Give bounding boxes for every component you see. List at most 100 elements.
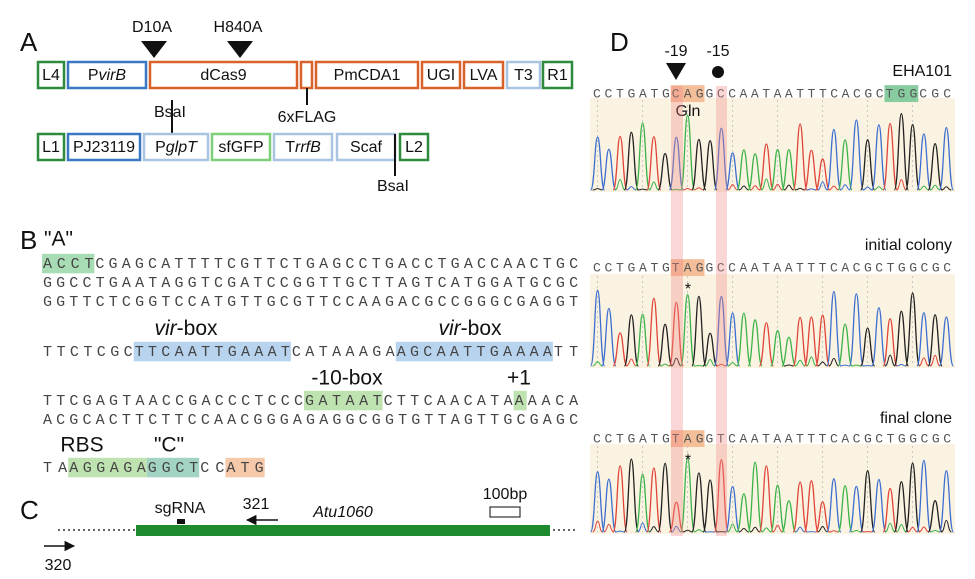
trace-peak: [601, 148, 617, 191]
trace-peak: [918, 185, 929, 191]
trace-peak: [724, 485, 741, 533]
part-box: [210, 132, 272, 162]
trace-peak: [603, 523, 615, 533]
trace-peak: [918, 357, 930, 367]
trace-peak: [671, 525, 682, 533]
rbs-label: RBS: [60, 434, 103, 457]
trace-peak: [747, 461, 763, 533]
trace-peak: [837, 323, 853, 367]
trace-peak: [795, 526, 806, 533]
trace-peak: [693, 187, 704, 191]
sequence: CCTGATG: [593, 260, 670, 275]
trace-peak: [941, 186, 952, 191]
trace-peak: [637, 522, 648, 533]
trace-peak: [592, 361, 603, 367]
trace-peak: [623, 458, 640, 533]
trace-peak: [758, 322, 775, 367]
trace-peak: [792, 123, 808, 191]
trace-title: EHA101: [892, 63, 952, 80]
trace-peak: [646, 136, 662, 191]
label: L4: [42, 67, 60, 84]
label: T3: [514, 67, 533, 84]
oligo-label: "C": [154, 434, 184, 457]
panel-label: A: [20, 27, 38, 57]
sequence: CC: [200, 460, 224, 477]
trace-peak: [626, 186, 637, 191]
seq-highlight: [670, 259, 705, 277]
trace-peak: [803, 316, 820, 367]
mutation-label: H840A: [214, 19, 263, 36]
trace-peak: [660, 363, 671, 367]
mutation-label: D10A: [132, 19, 172, 36]
seq-highlight: [304, 390, 383, 411]
trace-peak: [851, 364, 862, 367]
trace-peak: [612, 332, 628, 367]
trace-peak: [589, 289, 606, 367]
label-part: virB: [99, 67, 127, 84]
label-part: T3: [514, 67, 533, 84]
trace-peak: [657, 323, 673, 367]
trace-peak: [781, 149, 797, 191]
trace-peak: [781, 336, 797, 367]
seq-highlight: [513, 390, 527, 411]
gene-bar: [136, 525, 550, 536]
seq-highlight: [225, 457, 265, 478]
sequence: CATAAAGA: [292, 344, 395, 361]
trace-peak: [871, 307, 887, 367]
label-part: L4: [42, 67, 60, 84]
trace-peak: [727, 184, 738, 191]
trace-peak: [803, 480, 820, 533]
trace-peak: [781, 500, 797, 533]
trace-peak: [904, 292, 921, 367]
trace-peak: [817, 181, 828, 191]
scale-label: 100bp: [483, 486, 528, 503]
trace-peak: [814, 314, 831, 367]
trace-peak: [626, 358, 637, 367]
tag-label: 6xFLAG: [278, 109, 337, 126]
gene-label: Atu1060: [312, 504, 373, 521]
part-box: [272, 132, 334, 162]
label: PmCDA1: [334, 67, 401, 84]
trace-peak: [738, 185, 749, 191]
trace-peak: [826, 478, 842, 533]
trace-peak: [738, 527, 749, 533]
trace-peak: [938, 316, 955, 367]
trace-peak: [884, 354, 896, 367]
label-part: Scaf: [350, 139, 383, 156]
primer-label: 320: [45, 557, 72, 574]
trace-peak: [704, 359, 716, 367]
trace-peak: [871, 124, 887, 191]
trace-peak: [840, 364, 851, 367]
label-part: P: [155, 139, 166, 156]
trace-peak: [727, 523, 738, 533]
label-part: T: [285, 139, 295, 156]
trace-peak: [761, 178, 772, 191]
part-box: [462, 60, 505, 90]
trace-peak: [634, 122, 651, 191]
trace-peak: [736, 149, 752, 191]
trace-peak: [792, 481, 808, 533]
label-part: L2: [405, 139, 423, 156]
trace-peak: [882, 122, 898, 191]
trace-peak: [612, 465, 628, 533]
sequence: CCTGATG: [593, 431, 670, 446]
sequence: TTCTCGC: [43, 344, 133, 361]
trace-peak: [826, 290, 842, 367]
trace-peak: [646, 297, 662, 367]
trace-peak: [848, 293, 865, 367]
position-marker: [666, 63, 686, 80]
trace-peak: [724, 312, 741, 367]
sequence: CGAGCATTTTCGTTCTGAGCCTGACCTGACCAACTGC: [95, 256, 578, 273]
trace-peak: [904, 123, 921, 191]
seq-highlight: [884, 85, 919, 103]
flag-box: [299, 60, 314, 90]
trace-peak: [896, 179, 907, 191]
label: LVA: [470, 67, 498, 84]
trace-peak: [938, 126, 955, 191]
trace-peak: [713, 127, 730, 191]
trace-peak: [750, 185, 761, 191]
site-label: BsaI: [377, 178, 409, 195]
seq-highlight: [670, 430, 705, 448]
trace-peak: [814, 158, 831, 191]
trace-peak: [691, 295, 707, 367]
